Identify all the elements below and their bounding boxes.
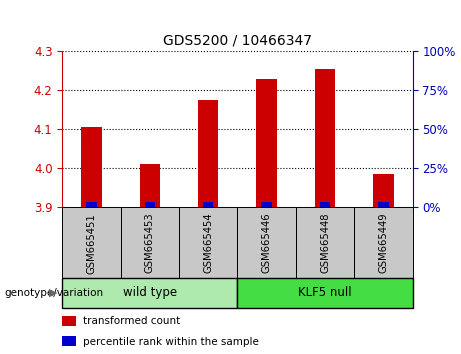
Bar — [62, 316, 76, 326]
Text: ▶: ▶ — [49, 288, 58, 298]
Bar — [354, 207, 413, 278]
Bar — [198, 100, 219, 207]
Bar — [62, 336, 76, 346]
Bar — [86, 202, 97, 207]
Text: percentile rank within the sample: percentile rank within the sample — [83, 337, 259, 347]
Bar — [140, 164, 160, 207]
Text: GSM665446: GSM665446 — [261, 213, 272, 273]
Bar — [378, 202, 389, 207]
Text: genotype/variation: genotype/variation — [5, 288, 104, 298]
Text: GSM665448: GSM665448 — [320, 213, 330, 273]
Text: GSM665449: GSM665449 — [378, 213, 389, 273]
Bar — [179, 207, 237, 278]
Bar — [62, 278, 237, 308]
Text: GSM665454: GSM665454 — [203, 213, 213, 273]
Bar — [320, 202, 330, 207]
Bar — [145, 202, 155, 207]
Text: GSM665451: GSM665451 — [86, 213, 96, 274]
Bar — [261, 202, 272, 207]
Text: wild type: wild type — [123, 286, 177, 299]
Title: GDS5200 / 10466347: GDS5200 / 10466347 — [163, 33, 312, 47]
Bar — [237, 278, 413, 308]
Bar — [256, 79, 277, 207]
Bar — [203, 202, 213, 207]
Bar — [81, 127, 101, 207]
Bar — [121, 207, 179, 278]
Bar — [373, 174, 394, 207]
Text: GSM665453: GSM665453 — [145, 213, 155, 273]
Bar — [315, 69, 335, 207]
Bar — [237, 207, 296, 278]
Text: KLF5 null: KLF5 null — [298, 286, 352, 299]
Text: transformed count: transformed count — [83, 316, 181, 326]
Bar — [62, 207, 121, 278]
Bar — [296, 207, 354, 278]
